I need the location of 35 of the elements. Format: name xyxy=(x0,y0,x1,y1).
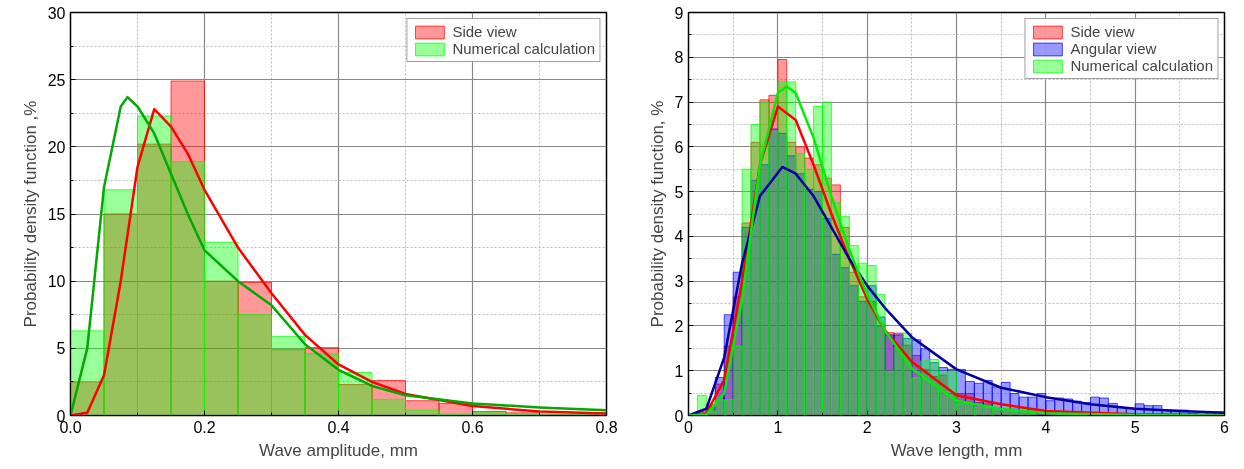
y-tick-label: 7 xyxy=(674,94,684,112)
x-tick-label: 4 xyxy=(1041,418,1051,436)
y-tick-label: 15 xyxy=(47,206,66,223)
x-tick-label: 0.8 xyxy=(595,418,618,436)
y-axis-title: Probability density function, % xyxy=(647,100,667,328)
x-axis-title: Wave amplitude, mm xyxy=(258,440,419,460)
y-tick-label: 6 xyxy=(674,138,684,156)
y-tick-label: 5 xyxy=(674,183,684,201)
x-tick-label: 0.4 xyxy=(327,418,350,436)
legend-label: Side view xyxy=(1070,23,1135,40)
y-tick-label: 10 xyxy=(47,273,66,291)
legend-label: Numerical calculation xyxy=(1070,57,1213,74)
x-tick-label: 6 xyxy=(1220,418,1230,436)
y-tick-label: 25 xyxy=(47,71,66,89)
x-tick-label: 0.6 xyxy=(461,418,484,436)
y-tick-label: 0 xyxy=(674,407,684,425)
x-tick-label: 5 xyxy=(1130,418,1140,436)
x-tick-label: 2 xyxy=(862,418,872,436)
y-tick-label: 2 xyxy=(674,317,684,335)
x-tick-label: 0.2 xyxy=(193,418,216,436)
legend-label: Angular view xyxy=(1070,40,1157,57)
y-tick-label: 20 xyxy=(47,138,66,156)
y-tick-label: 4 xyxy=(674,228,684,246)
x-tick-label: 3 xyxy=(952,418,962,436)
x-axis-title: Wave length, mm xyxy=(890,440,1023,460)
y-tick-label: 3 xyxy=(674,273,684,291)
legend-label: Side view xyxy=(452,23,517,40)
y-tick-label: 9 xyxy=(674,4,684,22)
y-tick-label: 5 xyxy=(56,340,66,358)
y-tick-label: 30 xyxy=(47,4,66,22)
y-tick-label: 8 xyxy=(674,49,684,67)
y-axis-title: Probability density function ,% xyxy=(20,100,40,328)
y-tick-label: 1 xyxy=(674,362,684,380)
legend-label: Numerical calculation xyxy=(452,40,595,57)
x-tick-label: 1 xyxy=(773,418,783,436)
